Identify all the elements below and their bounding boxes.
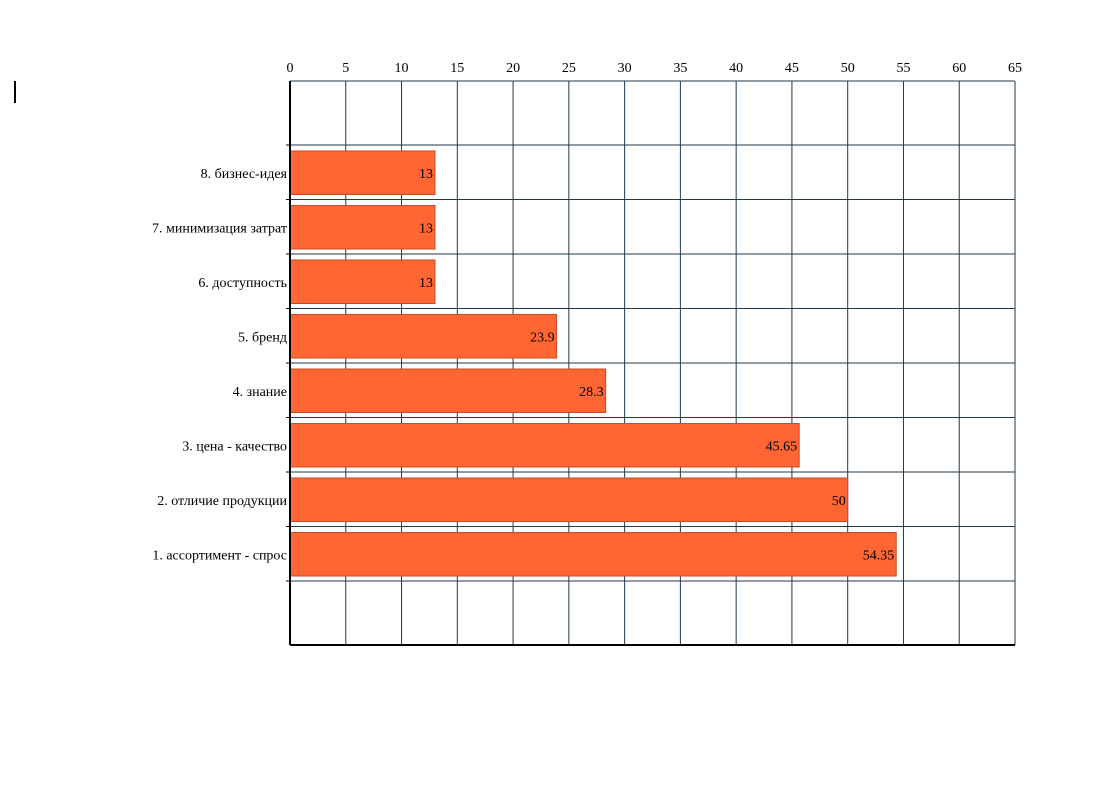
bar	[289, 368, 607, 413]
data-label: 13	[419, 167, 433, 182]
bar	[289, 259, 436, 304]
data-label: 23.9	[530, 330, 555, 345]
x-tick-label: 45	[785, 61, 799, 76]
category-label: 2. отличие продукции	[157, 494, 287, 509]
labels: 0 5 10 15 20 25 30 35 40 45 50 55 60 65 8. бизнес-идея…	[152, 61, 1022, 563]
category-label: 6. доступность	[198, 276, 287, 291]
bar	[289, 150, 436, 195]
data-label: 13	[419, 221, 433, 236]
x-tick-label: 50	[841, 61, 855, 76]
x-tick-label: 35	[673, 61, 687, 76]
bar	[289, 477, 849, 522]
x-tick-label: 10	[395, 61, 409, 76]
bar	[289, 532, 897, 577]
data-label: 50	[832, 494, 846, 509]
bar	[289, 314, 558, 359]
x-tick-label: 40	[729, 61, 743, 76]
category-label: 7. минимизация затрат	[152, 221, 287, 236]
bar	[289, 205, 436, 250]
category-label: 5. бренд	[238, 330, 287, 345]
category-label: 3. цена - качество	[182, 439, 287, 454]
text-cursor	[14, 81, 16, 103]
x-tick-label: 30	[618, 61, 632, 76]
axes	[286, 81, 1015, 646]
category-label: 4. знание	[233, 385, 287, 400]
data-label: 28.3	[579, 385, 604, 400]
category-label: 1. ассортимент - спрос	[152, 548, 287, 563]
x-tick-label: 65	[1008, 61, 1022, 76]
x-tick-label: 25	[562, 61, 576, 76]
x-tick-label: 55	[896, 61, 910, 76]
category-label: 8. бизнес-идея	[201, 167, 288, 182]
bar	[289, 423, 800, 468]
x-tick-label: 5	[342, 61, 349, 76]
x-tick-label: 0	[287, 61, 294, 76]
x-tick-label: 15	[450, 61, 464, 76]
data-label: 45.65	[766, 439, 798, 454]
x-tick-label: 20	[506, 61, 520, 76]
bars	[289, 150, 897, 577]
data-label: 54.35	[863, 548, 895, 563]
data-label: 13	[419, 276, 433, 291]
x-tick-label: 60	[952, 61, 966, 76]
